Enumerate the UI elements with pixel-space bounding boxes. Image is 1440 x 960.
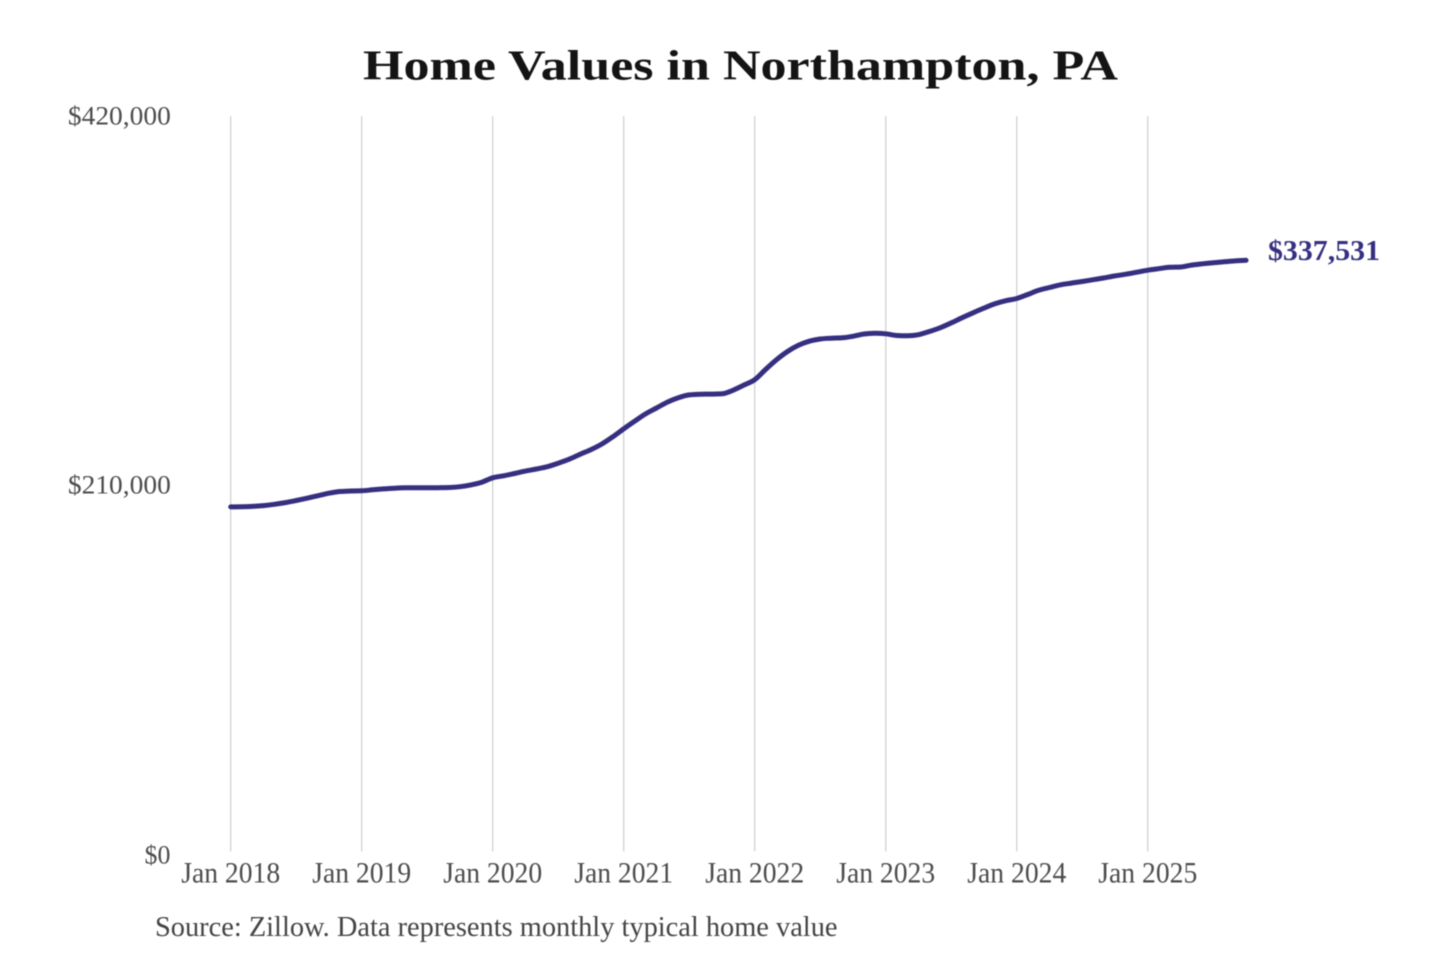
svg-text:Jan 2019: Jan 2019 [312, 857, 411, 890]
svg-text:$337,531: $337,531 [1268, 235, 1380, 267]
svg-text:$0: $0 [145, 841, 171, 870]
svg-text:Jan 2022: Jan 2022 [705, 857, 804, 890]
svg-text:$420,000: $420,000 [68, 102, 171, 131]
svg-text:Jan 2021: Jan 2021 [574, 857, 673, 890]
svg-text:Source: Zillow. Data represent: Source: Zillow. Data represents monthly … [155, 911, 838, 943]
svg-text:Jan 2024: Jan 2024 [967, 857, 1066, 890]
svg-text:Jan 2018: Jan 2018 [181, 857, 280, 890]
svg-text:$210,000: $210,000 [68, 471, 171, 500]
svg-text:Jan 2020: Jan 2020 [443, 857, 542, 890]
svg-text:Home Values in Northampton, PA: Home Values in Northampton, PA [363, 43, 1119, 89]
svg-text:Jan 2023: Jan 2023 [836, 857, 935, 890]
svg-text:Jan 2025: Jan 2025 [1098, 857, 1197, 890]
